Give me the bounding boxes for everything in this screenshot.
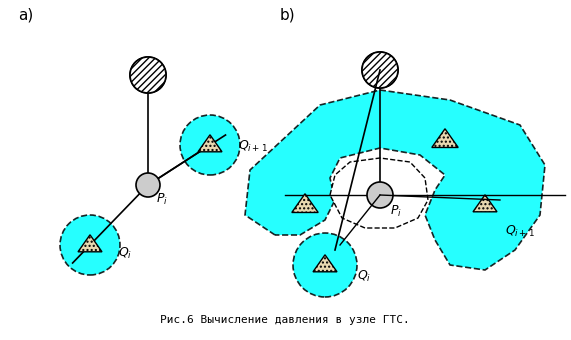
Polygon shape [245,90,545,270]
Polygon shape [198,135,222,152]
Circle shape [136,173,160,197]
Circle shape [367,182,393,208]
Polygon shape [330,158,428,228]
Circle shape [293,233,357,297]
Text: a): a) [18,8,33,23]
Text: $Q_{i+1}$: $Q_{i+1}$ [238,139,268,154]
Text: $P_i$: $P_i$ [390,204,402,219]
Circle shape [362,52,398,88]
Polygon shape [78,235,102,252]
Polygon shape [292,194,318,212]
Text: $Q_i$: $Q_i$ [357,269,371,284]
Text: Рис.6 Вычисление давления в узле ГТС.: Рис.6 Вычисление давления в узле ГТС. [160,315,410,325]
Circle shape [130,57,166,93]
Circle shape [130,57,166,93]
Circle shape [362,52,398,88]
Text: $Q_{i+1}$: $Q_{i+1}$ [505,224,535,239]
Polygon shape [313,255,337,272]
Text: b): b) [280,8,296,23]
Circle shape [180,115,240,175]
Text: $P_i$: $P_i$ [156,192,168,207]
Circle shape [60,215,120,275]
Polygon shape [473,195,497,212]
Polygon shape [432,129,458,148]
Text: $Q_i$: $Q_i$ [118,246,132,261]
